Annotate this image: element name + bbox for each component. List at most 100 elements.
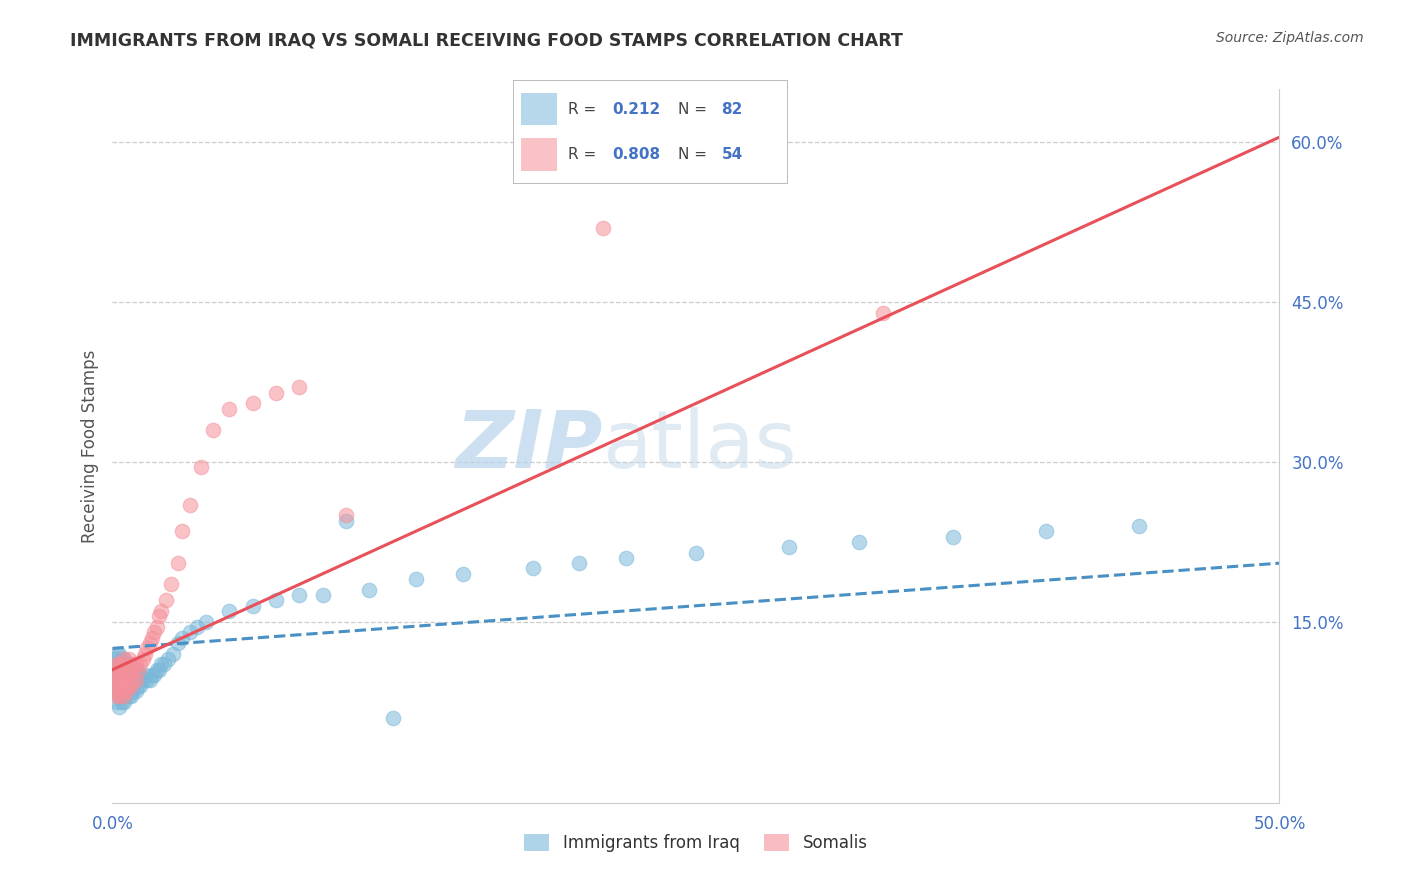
Point	[288, 380, 311, 394]
Point	[112, 657, 135, 672]
Point	[129, 679, 152, 693]
Point	[150, 604, 173, 618]
Point	[942, 529, 965, 543]
Point	[104, 684, 127, 698]
Point	[105, 679, 128, 693]
Point	[122, 673, 145, 688]
Point	[111, 673, 134, 688]
Text: IMMIGRANTS FROM IRAQ VS SOMALI RECEIVING FOOD STAMPS CORRELATION CHART: IMMIGRANTS FROM IRAQ VS SOMALI RECEIVING…	[70, 31, 903, 49]
Point	[264, 593, 287, 607]
Point	[201, 423, 224, 437]
Point	[115, 679, 138, 693]
Text: R =: R =	[568, 146, 602, 161]
Point	[335, 508, 357, 523]
Point	[111, 663, 134, 677]
Point	[105, 695, 128, 709]
Point	[105, 690, 128, 704]
Point	[148, 663, 170, 677]
Point	[108, 647, 131, 661]
Point	[685, 545, 707, 559]
Point	[311, 588, 333, 602]
Point	[568, 556, 591, 570]
Point	[872, 306, 894, 320]
Text: 54: 54	[721, 146, 742, 161]
Point	[522, 561, 544, 575]
Point	[112, 679, 135, 693]
Point	[405, 572, 427, 586]
Point	[108, 657, 131, 672]
Point	[115, 657, 138, 672]
Point	[105, 657, 128, 672]
Point	[162, 647, 184, 661]
FancyBboxPatch shape	[522, 93, 557, 126]
Point	[132, 652, 155, 666]
Point	[108, 690, 131, 704]
Point	[115, 690, 138, 704]
Point	[125, 657, 148, 672]
Point	[108, 668, 131, 682]
Point	[118, 690, 141, 704]
Point	[359, 582, 381, 597]
Point	[111, 673, 134, 688]
Point	[143, 668, 166, 682]
Point	[120, 679, 142, 693]
Point	[118, 679, 141, 693]
Point	[111, 684, 134, 698]
Point	[108, 700, 131, 714]
Point	[120, 690, 142, 704]
Point	[160, 577, 183, 591]
Point	[1128, 519, 1150, 533]
Point	[104, 673, 127, 688]
Point	[125, 684, 148, 698]
Point	[111, 695, 134, 709]
Point	[139, 673, 162, 688]
Point	[166, 556, 188, 570]
Point	[166, 636, 188, 650]
Point	[122, 673, 145, 688]
Point	[125, 673, 148, 688]
Point	[105, 679, 128, 693]
Point	[112, 652, 135, 666]
Point	[218, 401, 240, 416]
Point	[194, 615, 217, 629]
Point	[118, 657, 141, 672]
Point	[125, 673, 148, 688]
Point	[264, 385, 287, 400]
Point	[115, 668, 138, 682]
Point	[179, 625, 201, 640]
Y-axis label: Receiving Food Stamps: Receiving Food Stamps	[80, 350, 98, 542]
Point	[141, 668, 163, 682]
Point	[104, 663, 127, 677]
Point	[120, 668, 142, 682]
Point	[153, 657, 176, 672]
Text: 0.808: 0.808	[612, 146, 659, 161]
Point	[242, 599, 264, 613]
Point	[112, 679, 135, 693]
Point	[115, 684, 138, 698]
Point	[118, 668, 141, 682]
Point	[127, 663, 149, 677]
Point	[105, 657, 128, 672]
Point	[848, 534, 870, 549]
Point	[157, 652, 180, 666]
FancyBboxPatch shape	[522, 137, 557, 170]
Point	[108, 679, 131, 693]
Point	[136, 673, 159, 688]
Point	[172, 524, 194, 539]
Point	[104, 663, 127, 677]
Text: 82: 82	[721, 102, 742, 117]
Point	[120, 663, 142, 677]
Legend: Immigrants from Iraq, Somalis: Immigrants from Iraq, Somalis	[517, 827, 875, 859]
Point	[111, 652, 134, 666]
Point	[218, 604, 240, 618]
Point	[134, 668, 156, 682]
Point	[155, 593, 177, 607]
Point	[112, 652, 135, 666]
Point	[111, 684, 134, 698]
Text: N =: N =	[678, 146, 711, 161]
Point	[172, 631, 194, 645]
Point	[105, 647, 128, 661]
Point	[134, 647, 156, 661]
Point	[136, 641, 159, 656]
Point	[381, 710, 404, 724]
